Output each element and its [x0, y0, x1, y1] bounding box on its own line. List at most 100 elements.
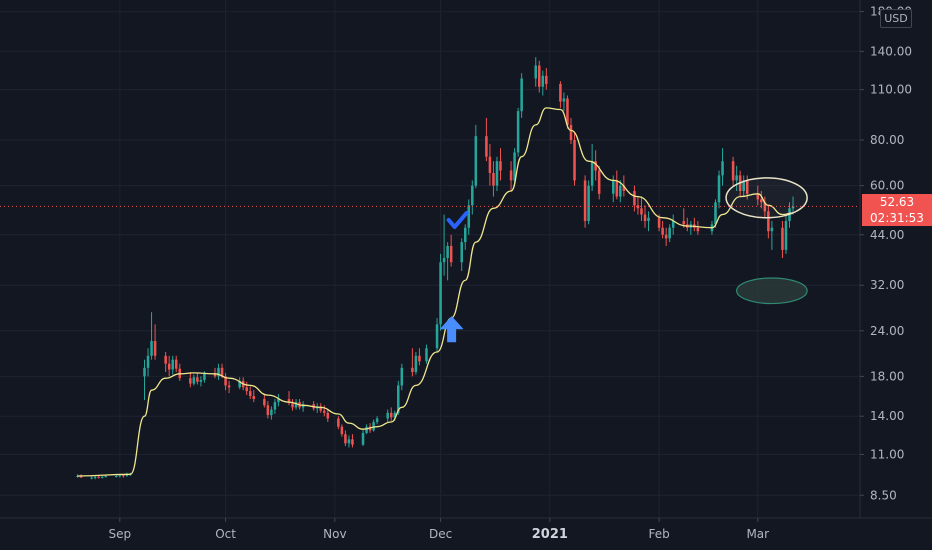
y-tick-label: 32.00 — [870, 278, 904, 292]
y-tick-label: 140.00 — [870, 44, 912, 58]
candle-body — [344, 434, 347, 444]
target-ellipse — [736, 277, 808, 305]
candle-body — [326, 412, 330, 419]
candle-body — [516, 111, 520, 153]
candle-body — [361, 432, 365, 445]
candle-body — [446, 245, 449, 258]
candle-body — [566, 98, 569, 125]
candle-body — [742, 180, 745, 192]
candle-body — [696, 227, 700, 232]
candle-body — [735, 175, 738, 181]
candle-body — [615, 180, 619, 197]
candle-body — [245, 387, 248, 392]
candle-body — [164, 355, 167, 364]
bar-countdown-label: 02:31:53 — [862, 210, 932, 226]
candle-body — [322, 410, 326, 413]
candle-body — [784, 220, 788, 250]
candle-body — [537, 65, 541, 87]
y-tick-label: 11.00 — [870, 447, 904, 461]
candle-body — [541, 75, 545, 87]
candle-body — [760, 199, 763, 203]
x-tick-label: Sep — [109, 527, 132, 541]
currency-badge[interactable]: USD — [880, 9, 912, 28]
candle-body — [622, 185, 626, 192]
candle-body — [203, 373, 206, 380]
candle-body — [386, 412, 389, 419]
consolidation-ellipse — [725, 177, 808, 219]
candle-body — [767, 211, 770, 232]
candle-body — [509, 170, 513, 181]
candle-body — [418, 355, 421, 362]
candle-body — [93, 476, 97, 478]
candle-body — [319, 406, 323, 411]
moving-average-layer — [77, 107, 794, 477]
candle-body — [411, 367, 414, 373]
candle-body — [213, 373, 217, 377]
time-axis[interactable]: Sep Oct Nov Dec 2021 Feb Mar — [109, 518, 770, 542]
candle-body — [474, 136, 478, 186]
candle-body — [499, 161, 502, 171]
candle-body — [266, 405, 270, 416]
candle-body — [485, 136, 488, 157]
candle-body — [100, 476, 104, 478]
candle-body — [291, 403, 294, 408]
candle-body — [263, 399, 266, 406]
candle-body — [238, 380, 241, 388]
x-tick-label: Mar — [746, 527, 769, 541]
candle-body — [573, 140, 576, 181]
candle-body — [745, 180, 749, 194]
arrow-up-icon — [440, 316, 464, 343]
candle-body — [150, 341, 153, 356]
x-tick-label: Oct — [215, 527, 236, 541]
candle-body — [167, 363, 171, 370]
candle-body — [393, 412, 397, 418]
candle-body — [520, 78, 523, 112]
candle-body — [463, 227, 467, 243]
candle-body — [590, 161, 594, 186]
candle-body — [435, 324, 439, 349]
candle-body — [125, 474, 129, 476]
candle-body — [619, 185, 622, 197]
candle-body — [217, 367, 220, 377]
candle-body — [227, 385, 231, 388]
candle-body — [224, 376, 227, 386]
x-tick-label: Nov — [323, 527, 346, 541]
candle-body — [196, 377, 199, 382]
y-tick-label: 44.00 — [870, 228, 904, 242]
candle-body — [294, 402, 298, 408]
candle-body — [594, 161, 597, 171]
candle-body — [340, 426, 344, 435]
candle-body — [781, 227, 784, 250]
candle-body — [731, 161, 735, 181]
candle-body — [661, 227, 664, 235]
candle-body — [449, 245, 453, 263]
candle-body — [439, 262, 442, 325]
candle-body — [115, 475, 118, 477]
candle-body — [495, 161, 499, 186]
x-tick-label: Dec — [429, 527, 452, 541]
candle-body — [587, 185, 590, 221]
candle-body — [492, 172, 495, 186]
candle-body — [583, 180, 587, 221]
x-tick-label: Feb — [648, 527, 669, 541]
candle-body — [287, 399, 291, 404]
candle-body — [714, 202, 717, 225]
candle-body — [79, 475, 83, 478]
annotations-layer — [440, 177, 808, 343]
y-tick-label: 60.00 — [870, 179, 904, 193]
candle-body — [389, 412, 393, 418]
candle-body — [351, 439, 354, 445]
candle-body — [657, 217, 661, 228]
candle-body — [717, 175, 721, 203]
candle-body — [375, 418, 379, 422]
candle-body — [171, 359, 174, 370]
candle-body — [562, 98, 566, 102]
candle-body — [189, 378, 192, 384]
candle-body — [597, 170, 601, 194]
candle-body — [770, 227, 774, 232]
candle-body — [252, 396, 256, 400]
candle-body — [647, 217, 650, 221]
candle-body — [347, 439, 351, 444]
